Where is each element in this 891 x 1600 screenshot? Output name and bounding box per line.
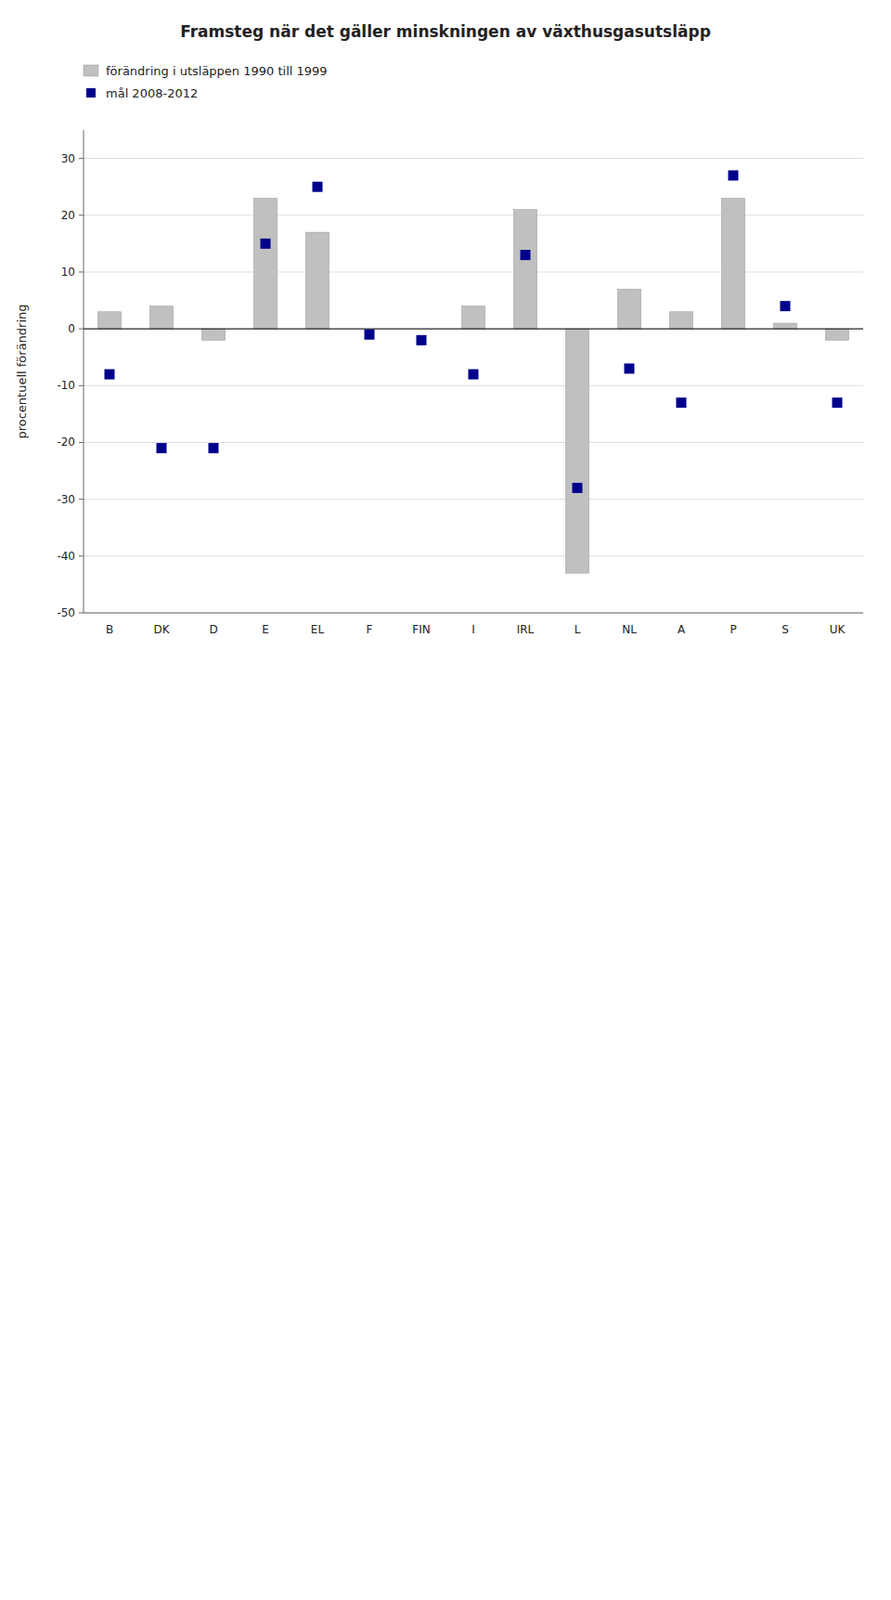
- marker: [468, 369, 479, 380]
- y-axis: 30 20 10 0 -10 -20 -30 -40 -50: [56, 152, 864, 620]
- tick-label: FIN: [412, 622, 430, 636]
- legend-label: förändring i utsläppen 1990 till 1999: [105, 64, 328, 78]
- grid-line: [83, 441, 864, 443]
- bar: [773, 322, 797, 329]
- tick-label: UK: [829, 622, 847, 636]
- bar: [201, 328, 225, 340]
- marker: [832, 397, 843, 408]
- legend-swatch: [86, 88, 96, 98]
- marker: [572, 482, 583, 493]
- x-axis: B DK D E EL F FIN I IRL L NL A P S UK: [105, 622, 847, 636]
- tick-label: -10: [56, 378, 76, 392]
- tick-mark: [78, 612, 84, 614]
- legend-item: mål 2008-2012: [86, 86, 198, 101]
- tick-mark: [78, 441, 84, 443]
- marker: [728, 169, 739, 181]
- tick-label: -20: [56, 435, 76, 449]
- bar: [565, 328, 589, 573]
- marker: [208, 442, 220, 453]
- grid-line: [83, 555, 864, 556]
- tick-label: IRL: [516, 622, 535, 636]
- marker: [260, 238, 272, 249]
- tick-label: -40: [56, 549, 76, 563]
- tick-label: 0: [67, 322, 76, 336]
- marker: [676, 397, 687, 408]
- tick-mark: [78, 555, 84, 556]
- marker: [520, 249, 531, 260]
- grid-line: [83, 498, 864, 500]
- bar: [253, 197, 277, 329]
- tick-label: EL: [310, 622, 325, 636]
- tick-label: -30: [56, 492, 76, 506]
- tick-label: -50: [56, 606, 76, 620]
- tick-label: D: [208, 622, 218, 636]
- tick-mark: [78, 157, 84, 159]
- tick-label: A: [677, 622, 686, 636]
- tick-label: P: [729, 622, 737, 636]
- tick-label: B: [105, 622, 114, 636]
- tick-mark: [78, 498, 84, 500]
- axis-line: [83, 129, 85, 613]
- tick-label: L: [574, 622, 582, 636]
- bar: [149, 306, 173, 329]
- tick-label: S: [781, 622, 789, 636]
- bar: [305, 232, 329, 329]
- tick-mark: [78, 385, 84, 387]
- axis-label: procentuell förändring: [14, 303, 29, 439]
- title: Framsteg när det gäller minskningen av v…: [180, 22, 711, 41]
- marker: [156, 442, 168, 453]
- grid-line: [83, 612, 864, 614]
- tick-label: 30: [61, 152, 76, 166]
- tick-label: F: [366, 622, 374, 636]
- marker: [780, 300, 791, 311]
- bar: [669, 311, 693, 329]
- chart: Framsteg när det gäller minskningen av v…: [0, 0, 891, 669]
- bar: [721, 197, 745, 329]
- grid-line: [83, 214, 864, 216]
- marker: [104, 369, 116, 380]
- bar: [617, 288, 641, 329]
- tick-label: NL: [621, 622, 637, 636]
- legend-item: förändring i utsläppen 1990 till 1999: [83, 64, 328, 78]
- plot-area: [83, 169, 864, 573]
- legend-label: mål 2008-2012: [105, 86, 198, 101]
- grid-line: [83, 328, 864, 330]
- axis-line: [83, 612, 864, 614]
- tick-label: 20: [61, 208, 76, 222]
- grid-line: [83, 385, 864, 387]
- bar: [97, 311, 121, 329]
- marker: [416, 335, 427, 346]
- grid-line: [83, 271, 864, 272]
- marker: [312, 181, 323, 193]
- tick-label: E: [261, 622, 270, 636]
- legend: förändring i utsläppen 1990 till 1999 mål…: [83, 64, 328, 101]
- grid-line: [83, 157, 864, 159]
- tick-label: DK: [153, 622, 170, 636]
- marker: [624, 362, 635, 374]
- bar: [461, 306, 485, 329]
- legend-swatch: [83, 64, 99, 77]
- bar: [825, 328, 849, 340]
- baseline: [83, 328, 864, 330]
- marker: [364, 329, 375, 340]
- tick-mark: [78, 214, 84, 216]
- tick-mark: [78, 328, 84, 330]
- tick-label: I: [471, 622, 476, 636]
- tick-mark: [78, 271, 84, 272]
- tick-label: 10: [61, 265, 76, 279]
- bar: [513, 209, 537, 329]
